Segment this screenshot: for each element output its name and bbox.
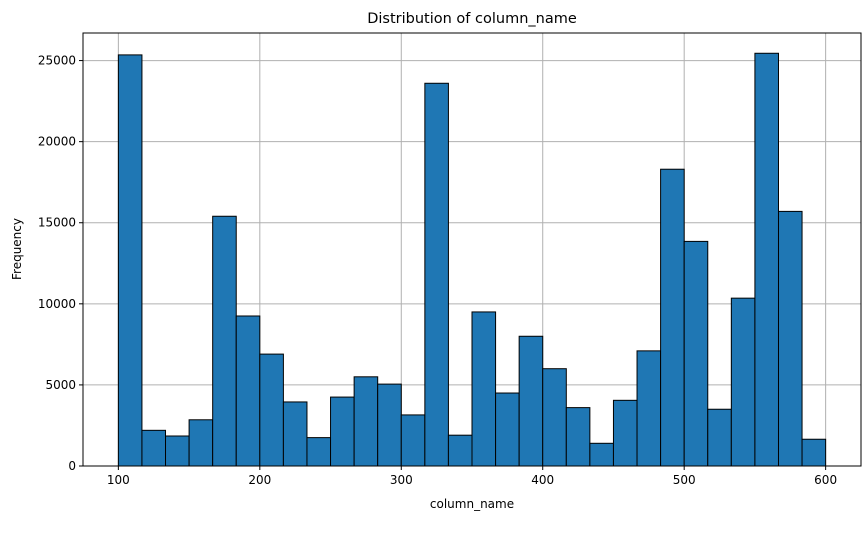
y-tick-label: 15000 [38,216,76,230]
histogram-bar [589,442,614,467]
histogram-bar [612,399,638,467]
y-tick-label: 10000 [38,297,76,311]
histogram-bar [801,438,827,467]
histogram-bar [212,215,237,467]
histogram-bar [235,315,261,467]
histogram-bar [518,335,544,467]
x-axis-label: column_name [430,497,514,511]
x-axis-ticks: 100 200 300 400 500 600 [107,466,837,487]
histogram-bar [424,82,449,467]
histogram-bar [660,168,685,467]
y-axis-ticks: 0 5000 10000 15000 20000 25000 [38,54,83,473]
x-tick-label: 300 [390,473,413,487]
x-tick-label: 400 [531,473,554,487]
y-tick-label: 25000 [38,54,76,68]
histogram-bar [707,408,732,467]
histogram-bar [542,368,567,467]
histogram-bar [495,392,520,467]
x-tick-label: 100 [107,473,130,487]
histogram-bar [282,401,308,467]
histogram-bar [141,429,167,467]
bars-layer [117,52,827,467]
histogram-bar [683,240,709,467]
histogram-bar [777,210,803,467]
y-tick-label: 5000 [45,378,76,392]
histogram-bar [377,383,402,467]
histogram-bar [754,52,779,467]
histogram-bar [188,419,214,467]
histogram-bar [117,54,143,467]
histogram-bar [730,297,756,467]
y-tick-label: 0 [68,459,76,473]
histogram-bar [471,311,497,467]
x-tick-label: 600 [814,473,837,487]
y-axis-label: Frequency [10,218,24,280]
histogram-bar [259,353,284,467]
histogram-bar [306,437,332,467]
chart-title: Distribution of column_name [367,11,577,27]
x-tick-label: 200 [248,473,271,487]
histogram-bar [353,376,379,467]
histogram-bar [447,434,473,467]
histogram-bar [565,407,591,467]
plot-frame [82,32,862,467]
histogram-bar [165,435,190,467]
y-tick-label: 20000 [38,135,76,149]
x-tick-label: 500 [673,473,696,487]
histogram-bar [400,414,426,467]
histogram-bar [636,350,662,467]
histogram-bar [330,396,355,467]
